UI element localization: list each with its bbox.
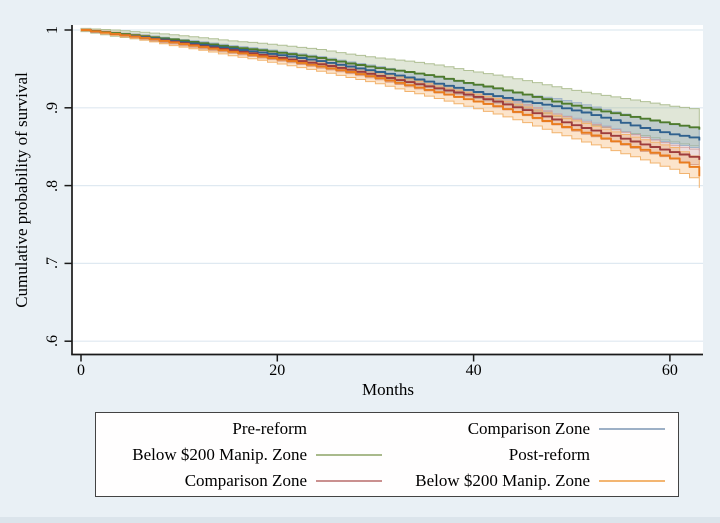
y-tick-label: .8 — [44, 179, 61, 192]
legend-label: Comparison Zone — [184, 471, 307, 490]
legend-label: Pre-reform — [232, 419, 307, 438]
legend-swatch-line — [599, 428, 665, 431]
legend-label: Below $200 Manip. Zone — [415, 471, 590, 490]
legend-swatch-line — [316, 480, 382, 483]
curves-group — [80, 27, 701, 188]
legend-swatch-line — [599, 480, 665, 483]
legend-swatch — [590, 428, 670, 431]
survival-line-post_below200 — [81, 29, 701, 177]
legend-label: Comparison Zone — [467, 419, 590, 438]
x-tick-label: 0 — [77, 362, 85, 379]
y-tick-label: .9 — [44, 101, 61, 114]
survival-line-pre_comparison — [81, 29, 701, 141]
x-tick-label: 40 — [465, 362, 482, 379]
y-tick-label: 1 — [44, 26, 61, 34]
survival-line-pre_below200 — [81, 29, 701, 130]
legend-label: Post-reform — [508, 445, 590, 464]
y-axis-title: Cumulative probability of survival — [12, 72, 31, 308]
legend-label: Below $200 Manip. Zone — [132, 445, 307, 464]
plot-svg — [64, 25, 703, 362]
bottom-edge-strip — [0, 517, 720, 523]
x-tick-label: 60 — [661, 362, 678, 379]
y-tick-label: .6 — [44, 335, 61, 348]
x-axis-title: Months — [362, 380, 414, 399]
x-tick-label: 20 — [269, 362, 286, 379]
y-tick-label: .7 — [44, 257, 61, 270]
legend-box: Pre-reform Comparison Zone Below $200 Mani… — [95, 412, 679, 497]
legend-swatch — [307, 480, 387, 483]
legend-swatch — [307, 454, 387, 457]
legend-swatch — [590, 480, 670, 483]
legend-swatch-line — [316, 454, 382, 457]
